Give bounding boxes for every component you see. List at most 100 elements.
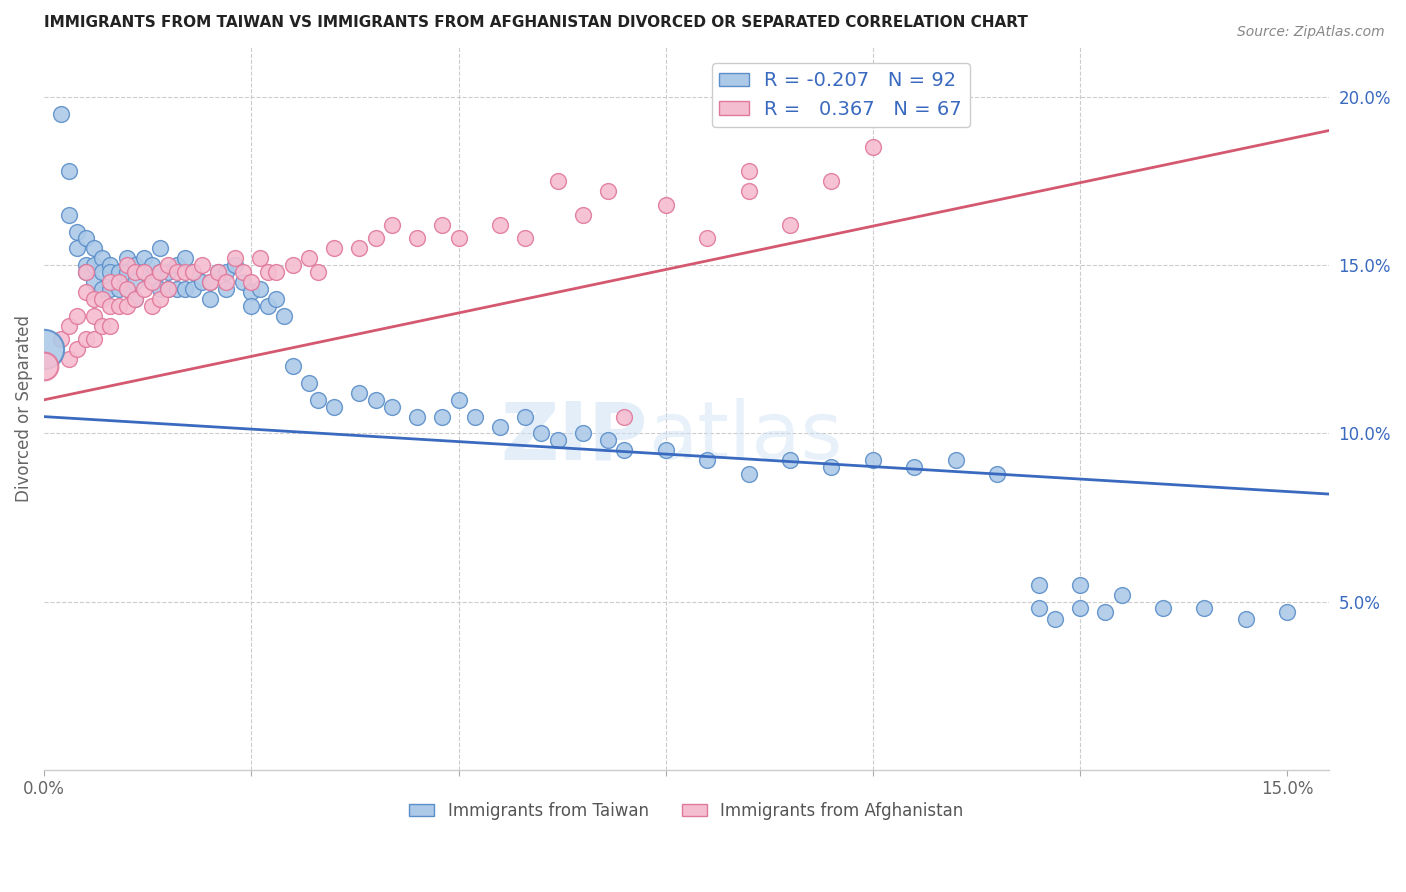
Point <box>281 359 304 373</box>
Point <box>513 231 536 245</box>
Point <box>654 443 676 458</box>
Point <box>249 252 271 266</box>
Point <box>166 265 188 279</box>
Point <box>347 241 370 255</box>
Point <box>307 392 329 407</box>
Point <box>820 460 842 475</box>
Point <box>613 443 636 458</box>
Point <box>157 282 180 296</box>
Point <box>58 208 80 222</box>
Point <box>1069 578 1091 592</box>
Point <box>215 275 238 289</box>
Point <box>547 433 569 447</box>
Point <box>83 292 105 306</box>
Point <box>100 258 122 272</box>
Point <box>66 241 89 255</box>
Point <box>75 231 97 245</box>
Point <box>174 282 197 296</box>
Point <box>281 258 304 272</box>
Point <box>696 231 718 245</box>
Point <box>124 275 146 289</box>
Point <box>1277 605 1299 619</box>
Point <box>224 258 246 272</box>
Point <box>1194 601 1216 615</box>
Point <box>232 265 254 279</box>
Point <box>100 299 122 313</box>
Point <box>198 275 221 289</box>
Point <box>820 174 842 188</box>
Legend: Immigrants from Taiwan, Immigrants from Afghanistan: Immigrants from Taiwan, Immigrants from … <box>402 796 970 827</box>
Point <box>75 258 97 272</box>
Point <box>464 409 486 424</box>
Point <box>181 265 204 279</box>
Point <box>1028 578 1050 592</box>
Point <box>264 292 287 306</box>
Point <box>141 258 163 272</box>
Y-axis label: Divorced or Separated: Divorced or Separated <box>15 315 32 501</box>
Point <box>115 299 138 313</box>
Point <box>198 292 221 306</box>
Point <box>596 184 619 198</box>
Point <box>779 218 801 232</box>
Point <box>132 265 155 279</box>
Point <box>107 265 129 279</box>
Point <box>347 386 370 401</box>
Point <box>945 453 967 467</box>
Point <box>257 265 280 279</box>
Point <box>1069 601 1091 615</box>
Point <box>447 392 470 407</box>
Point <box>83 258 105 272</box>
Point <box>737 164 759 178</box>
Point <box>132 265 155 279</box>
Point <box>115 282 138 296</box>
Point <box>100 282 122 296</box>
Point <box>157 265 180 279</box>
Point <box>190 275 212 289</box>
Point <box>273 309 295 323</box>
Point <box>115 258 138 272</box>
Point <box>862 453 884 467</box>
Point <box>447 231 470 245</box>
Point <box>124 265 146 279</box>
Point <box>157 258 180 272</box>
Point <box>986 467 1008 481</box>
Point <box>149 265 172 279</box>
Point <box>430 218 453 232</box>
Point <box>779 453 801 467</box>
Point <box>257 299 280 313</box>
Point <box>298 252 321 266</box>
Point <box>190 258 212 272</box>
Point <box>166 282 188 296</box>
Point <box>298 376 321 390</box>
Point <box>75 265 97 279</box>
Point <box>1111 588 1133 602</box>
Point <box>547 174 569 188</box>
Point <box>141 299 163 313</box>
Point <box>58 164 80 178</box>
Point <box>58 318 80 333</box>
Point <box>430 409 453 424</box>
Point <box>66 309 89 323</box>
Point <box>91 282 114 296</box>
Point <box>264 265 287 279</box>
Point <box>66 343 89 357</box>
Point <box>737 467 759 481</box>
Point <box>323 241 346 255</box>
Point <box>207 265 229 279</box>
Point <box>58 352 80 367</box>
Point <box>181 282 204 296</box>
Point <box>862 140 884 154</box>
Point <box>737 184 759 198</box>
Point <box>124 292 146 306</box>
Point <box>83 309 105 323</box>
Point <box>181 265 204 279</box>
Point <box>91 265 114 279</box>
Point <box>174 265 197 279</box>
Point <box>132 282 155 296</box>
Point <box>381 400 404 414</box>
Point <box>1045 611 1067 625</box>
Point <box>83 332 105 346</box>
Point <box>115 265 138 279</box>
Point <box>115 282 138 296</box>
Point <box>240 285 263 299</box>
